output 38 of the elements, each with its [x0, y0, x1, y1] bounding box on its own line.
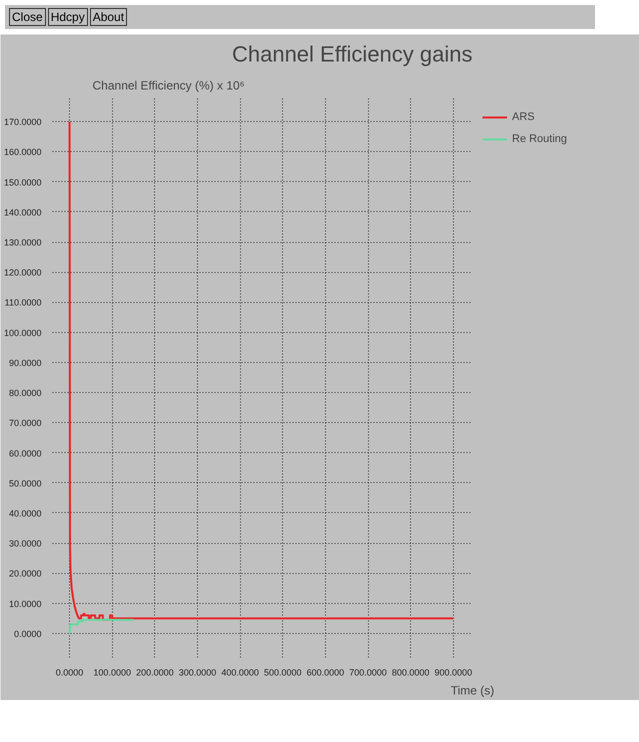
y-tick-label: 50.0000	[8, 478, 42, 488]
y-tick-label: 70.0000	[8, 418, 42, 428]
x-axis-title: Time (s)	[450, 684, 494, 698]
y-tick-label: 80.0000	[8, 388, 42, 398]
x-tick-label: 900.0000	[434, 668, 472, 678]
y-tick-label: 130.0000	[4, 238, 42, 248]
x-tick-label: 100.0000	[93, 668, 131, 678]
x-tick-label: 600.0000	[306, 668, 344, 678]
y-tick-label: 60.0000	[8, 448, 42, 458]
text: About	[90, 8, 128, 26]
x-tick-label: 300.0000	[178, 668, 216, 678]
text: Close	[9, 8, 46, 26]
y-tick-label: 110.0000	[4, 298, 42, 308]
y-tick-label: 170.0000	[4, 117, 42, 128]
y-tick-label: 10.0000	[8, 598, 42, 609]
x-tick-label: 400.0000	[221, 668, 259, 678]
y-tick-label: 120.0000	[4, 268, 42, 278]
x-tick-label: 0.0000	[56, 668, 84, 678]
y-axis-title: Channel Efficiency (%) x 10⁶	[92, 78, 245, 92]
x-tick-label: 200.0000	[136, 668, 174, 678]
line-series	[68, 120, 454, 621]
x-tick-label: 800.0000	[392, 668, 430, 678]
y-tick-label: 150.0000	[4, 177, 42, 188]
x-tick-label: 700.0000	[349, 668, 387, 678]
y-tick-label: 140.0000	[4, 207, 42, 218]
line-series	[68, 618, 135, 634]
legend-label: Re Routing	[512, 133, 568, 145]
y-tick-label: 40.0000	[8, 508, 42, 518]
y-tick-label: 160.0000	[4, 147, 42, 158]
y-tick-label: 90.0000	[8, 358, 42, 368]
x-tick-label: 500.0000	[264, 668, 302, 678]
text: Hdcpy	[48, 8, 88, 26]
y-tick-label: 20.0000	[8, 568, 42, 579]
y-tick-label: 100.0000	[4, 328, 42, 338]
y-tick-label: 30.0000	[8, 538, 42, 549]
chart-title: Channel Efficiency gains	[232, 42, 473, 66]
legend-label: ARS	[512, 111, 535, 123]
y-tick-label: 0.0000	[14, 628, 42, 639]
